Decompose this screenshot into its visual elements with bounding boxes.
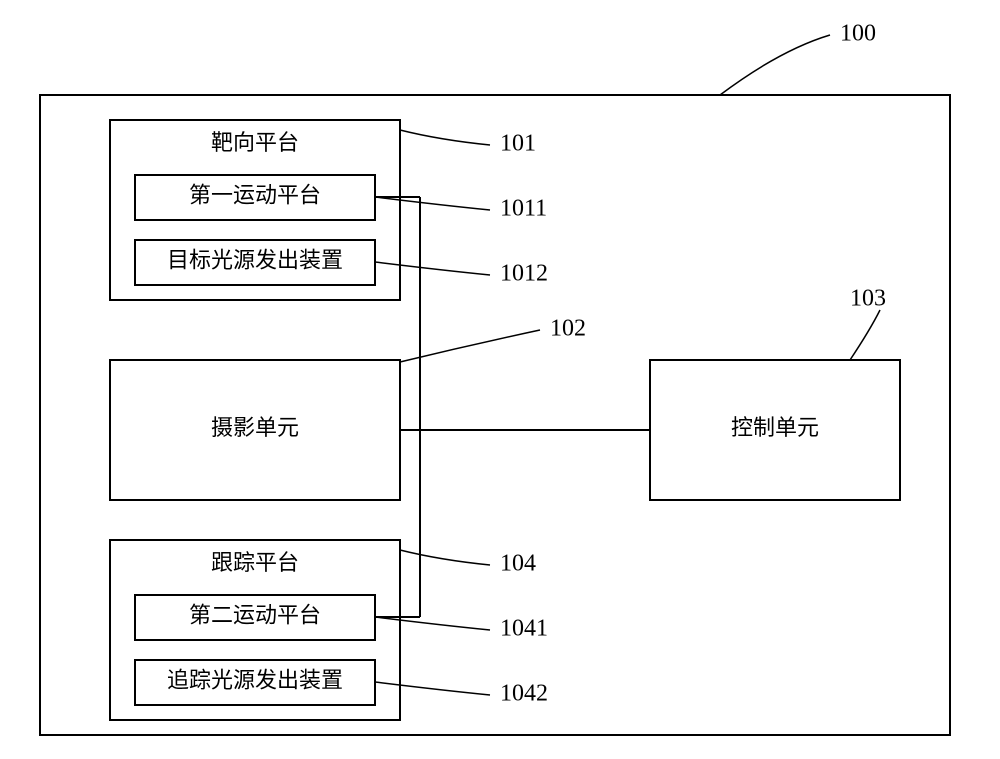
tracking-light-source-label: 追踪光源发出装置 (167, 668, 343, 693)
tracking-platform-ref: 104 (500, 551, 536, 577)
control-unit-label: 控制单元 (731, 415, 819, 440)
first-motion-platform-label: 第一运动平台 (189, 183, 321, 208)
control-unit-leader (850, 310, 880, 360)
second-motion-platform-leader (375, 617, 490, 630)
camera-unit-label: 摄影单元 (211, 415, 299, 440)
targeting-platform-title: 靶向平台 (211, 130, 299, 155)
outer-leader (720, 35, 830, 95)
first-motion-platform-ref: 1011 (500, 196, 547, 222)
target-light-source-ref: 1012 (500, 261, 548, 287)
tracking-light-source-leader (375, 682, 490, 695)
targeting-platform-ref: 101 (500, 131, 536, 157)
second-motion-platform-label: 第二运动平台 (189, 603, 321, 628)
tracking-platform-title: 跟踪平台 (211, 550, 299, 575)
targeting-platform-leader (400, 130, 490, 145)
target-light-source-label: 目标光源发出装置 (167, 248, 343, 273)
outer-ref: 100 (840, 21, 876, 47)
block-diagram: 100 靶向平台 101 第一运动平台 1011 目标光源发出装置 1012 摄影单元 102 控… (0, 0, 1000, 759)
tracking-platform-leader (400, 550, 490, 565)
camera-unit-ref: 102 (550, 316, 586, 342)
target-light-source-leader (375, 262, 490, 275)
second-motion-platform-ref: 1041 (500, 616, 548, 642)
first-motion-platform-leader (375, 197, 490, 210)
control-unit-ref: 103 (850, 286, 886, 312)
tracking-light-source-ref: 1042 (500, 681, 548, 707)
